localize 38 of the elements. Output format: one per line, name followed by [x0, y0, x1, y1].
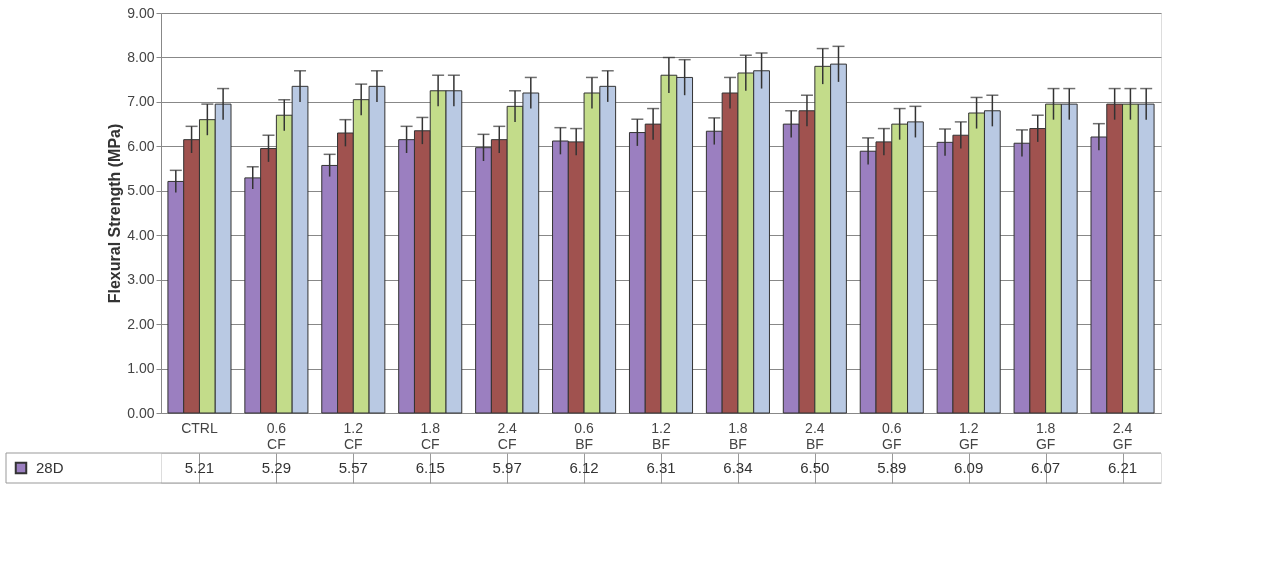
x-tick-label: 1.8 CF: [420, 419, 441, 452]
y-tick-label: 4.00: [127, 226, 155, 243]
x-tick-label: 1.8 BF: [728, 419, 748, 452]
y-tick-label: 3.00: [127, 271, 155, 288]
y-tick-label: 0.00: [127, 404, 155, 421]
y-tick-label: 9.00: [127, 4, 155, 21]
data-label: 6.50: [800, 459, 830, 476]
y-tick-label: 1.00: [127, 360, 155, 377]
data-label: 6.15: [415, 459, 445, 476]
x-tick-label: 2.4 GF: [1112, 419, 1133, 452]
y-tick-label: 8.00: [127, 48, 155, 65]
data-label: 5.21: [184, 459, 215, 476]
data-label: 6.31: [646, 459, 676, 476]
x-tick-label: 0.6 GF: [882, 419, 902, 452]
x-tick-label: 2.4 BF: [805, 419, 825, 452]
data-label: 6.07: [1031, 459, 1061, 476]
y-tick-label: 6.00: [127, 137, 155, 154]
y-tick-label: 7.00: [127, 93, 155, 110]
x-tick-label: 1.2 GF: [958, 419, 979, 452]
data-label: 6.34: [723, 459, 753, 476]
x-tick-label: CTRL: [181, 419, 218, 436]
data-label: 5.57: [338, 459, 368, 476]
data-label: 6.12: [569, 459, 599, 476]
y-tick-label: 2.00: [127, 315, 155, 332]
data-label: 6.09: [954, 459, 984, 476]
y-axis-title: Flexural Strength (MPa): [106, 123, 124, 304]
data-label: 5.97: [492, 459, 522, 476]
x-tick-label: 0.6 CF: [266, 419, 287, 452]
x-tick-label: 2.4 CF: [497, 419, 518, 452]
x-tick-label: 1.8 GF: [1035, 419, 1056, 452]
x-tick-label: 1.2 BF: [651, 419, 671, 452]
x-tick-label: 0.6 BF: [574, 419, 595, 452]
x-tick-label: 1.2 CF: [343, 419, 364, 452]
y-tick-label: 5.00: [127, 182, 155, 199]
data-label: 6.21: [1107, 459, 1138, 476]
data-label: 5.89: [877, 459, 907, 476]
legend-label: 28D: [36, 459, 64, 476]
data-label: 5.29: [261, 459, 291, 476]
